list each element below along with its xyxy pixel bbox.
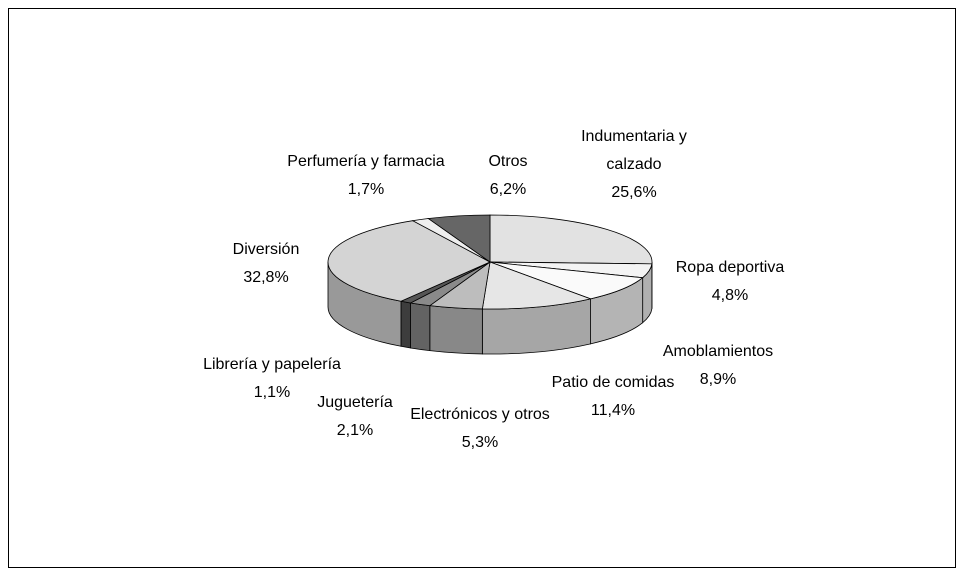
slice-top	[490, 215, 652, 264]
category-label: Otros	[408, 148, 608, 176]
value-label: 1,1%	[162, 379, 382, 407]
category-label: Patio de comidas	[513, 369, 713, 397]
value-label: 2,1%	[255, 417, 455, 445]
category-label: Amoblamientos	[618, 338, 818, 366]
value-label: 32,8%	[166, 264, 366, 292]
slice-side	[411, 303, 430, 351]
slice-side	[401, 301, 411, 348]
category-label: Diversión	[166, 236, 366, 264]
category-label: Librería y papelería	[162, 351, 382, 379]
value-label: 6,2%	[408, 176, 608, 204]
slice-side	[430, 306, 483, 354]
category-label: Ropa deportiva	[630, 254, 830, 282]
value-label: 4,8%	[630, 282, 830, 310]
